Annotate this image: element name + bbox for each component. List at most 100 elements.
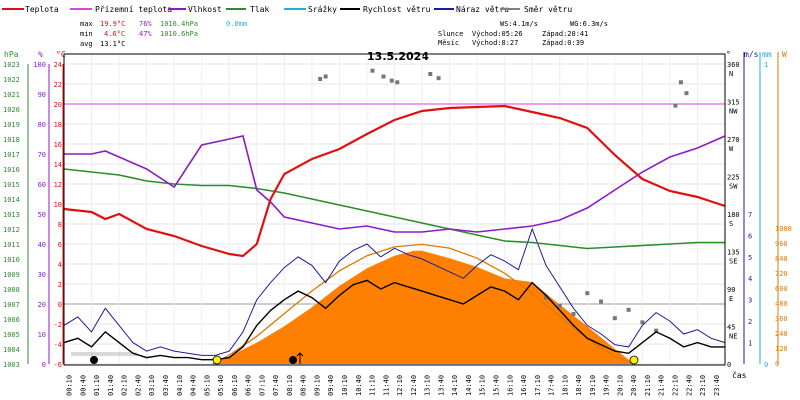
- temperature-tick-label: 6: [58, 241, 62, 249]
- time-tick-label: 14:40: [465, 375, 473, 396]
- temperature-tick-label: 14: [54, 161, 62, 169]
- pressure-tick-label: 1012: [3, 226, 20, 234]
- pressure-tick-label: 1022: [3, 76, 20, 84]
- wind-direction-point: [612, 316, 617, 321]
- wind-tick-label: 4: [748, 275, 752, 283]
- wind-direction-point: [389, 78, 394, 83]
- pressure-tick-label: 1020: [3, 106, 20, 114]
- pressure-tick-label: 1021: [3, 91, 20, 99]
- time-tick-label: 11:10: [369, 375, 377, 396]
- time-tick-label: 13:10: [424, 375, 432, 396]
- series-wind-speed: [63, 279, 725, 361]
- time-tick-label: 13:40: [437, 375, 445, 396]
- legend-item-temperature: Teplota: [2, 5, 59, 14]
- wind-direction-point: [673, 103, 678, 108]
- time-tick-label: 16:10: [506, 375, 514, 396]
- humidity-tick-label: 60: [38, 181, 46, 189]
- direction-tick-label: 0: [727, 361, 731, 369]
- temperature-tick-label: 18: [54, 121, 62, 129]
- series-pressure: [63, 168, 725, 250]
- solar-tick-label: 720: [775, 270, 788, 278]
- temperature-tick-label: 8: [58, 221, 62, 229]
- info-block: WS:4.1m/s WG:6.3m/s Slunce Východ:05:26 …: [438, 20, 608, 47]
- direction-tick-label: 270: [727, 136, 740, 144]
- time-tick-label: 18:10: [561, 375, 569, 396]
- time-tick-label: 18:40: [575, 375, 583, 396]
- stat-min-temp: 4.6°C: [104, 30, 125, 38]
- time-tick-label: 09:40: [327, 375, 335, 396]
- time-tick-label: 03:10: [148, 375, 156, 396]
- unit-solar: W: [782, 50, 787, 59]
- info-sun-set: Západ:20:41: [542, 30, 588, 38]
- direction-compass-label: E: [729, 295, 733, 303]
- time-tick-label: 21:10: [644, 375, 652, 396]
- solar-tick-label: 0: [775, 360, 779, 368]
- time-tick-label: 12:40: [410, 375, 418, 396]
- rain-tick-label: 0: [764, 361, 768, 369]
- wind-direction-point: [684, 91, 689, 96]
- time-tick-label: 03:40: [162, 375, 170, 396]
- unit-pressure: hPa: [4, 50, 19, 59]
- legend-item-wind-direction: Směr větru: [500, 5, 572, 14]
- moon-arrow-icon: [296, 352, 304, 364]
- stat-max-label: max: [80, 20, 93, 28]
- legend-label-ground-temperature: Přízemní teplota: [95, 5, 172, 14]
- time-tick-label: 10:40: [355, 375, 363, 396]
- wind-direction-point: [654, 328, 659, 333]
- wind-direction-point: [318, 77, 323, 81]
- stats-block: max 19.9°C 76% 1016.4hPa 0.0mm min 4.6°C…: [80, 20, 247, 48]
- time-tick-label: 06:40: [245, 375, 253, 396]
- info-moon-label: Měsíc: [438, 39, 459, 47]
- unit-wind: m/s: [744, 50, 759, 59]
- direction-tick-label: 360: [727, 61, 740, 69]
- wind-tick-label: 2: [748, 318, 752, 326]
- direction-compass-label: S: [729, 220, 733, 228]
- solar-tick-label: 480: [775, 300, 788, 308]
- legend: Teplota Přízemní teplota Vlhkost Tlak Sr…: [2, 5, 572, 14]
- unit-humidity: %: [38, 50, 43, 59]
- wind-direction-point: [585, 291, 590, 296]
- solar-radiation-area: [212, 250, 635, 364]
- time-tick-label: 23:40: [713, 375, 721, 396]
- temperature-tick-label: 20: [54, 101, 62, 109]
- time-tick-label: 20:40: [630, 375, 638, 396]
- legend-item-rain: Srážky: [284, 5, 337, 14]
- series-temperature: [63, 104, 726, 258]
- red-line-marker: [71, 352, 137, 356]
- temperature-tick-label: 22: [54, 81, 62, 89]
- direction-tick-label: 180: [727, 211, 740, 219]
- pressure-tick-label: 1015: [3, 181, 20, 189]
- temperature-tick-label: 24: [54, 61, 62, 69]
- pressure-tick-label: 1013: [3, 211, 20, 219]
- direction-compass-label: SE: [729, 258, 737, 266]
- stat-max-temp: 19.9°C: [100, 20, 125, 28]
- direction-tick-label: 315: [727, 99, 740, 107]
- legend-label-temperature: Teplota: [25, 5, 59, 14]
- direction-tick-label: 90: [727, 286, 735, 294]
- time-tick-label: 04:40: [190, 375, 198, 396]
- wind-direction-point: [557, 303, 562, 308]
- wind-tick-label: 7: [748, 211, 752, 219]
- wind-direction-point: [370, 68, 375, 73]
- stat-avg-temp: 13.1°C: [100, 40, 125, 48]
- temperature-tick-label: 4: [58, 261, 62, 269]
- pressure-tick-label: 1016: [3, 166, 20, 174]
- wind-direction-point: [599, 299, 604, 304]
- temperature-tick-label: 0: [58, 301, 62, 309]
- pressure-tick-label: 1023: [3, 61, 20, 69]
- x-axis-label: čas: [732, 370, 747, 380]
- pressure-tick-label: 1010: [3, 256, 20, 264]
- humidity-tick-label: 30: [38, 271, 46, 279]
- legend-item-humidity: Vlhkost: [168, 5, 222, 14]
- wind-tick-label: 5: [748, 254, 752, 262]
- temperature-tick-label: 2: [58, 281, 62, 289]
- time-tick-label: 02:10: [121, 375, 129, 396]
- humidity-tick-label: 40: [38, 241, 46, 249]
- stat-min-hum: 47%: [139, 30, 152, 38]
- solar-tick-label: 840: [775, 255, 788, 263]
- plot-frame: [63, 53, 726, 366]
- temperature-tick-label: -2: [54, 321, 62, 329]
- series-humidity: [64, 135, 726, 233]
- wind-direction-point: [571, 312, 576, 316]
